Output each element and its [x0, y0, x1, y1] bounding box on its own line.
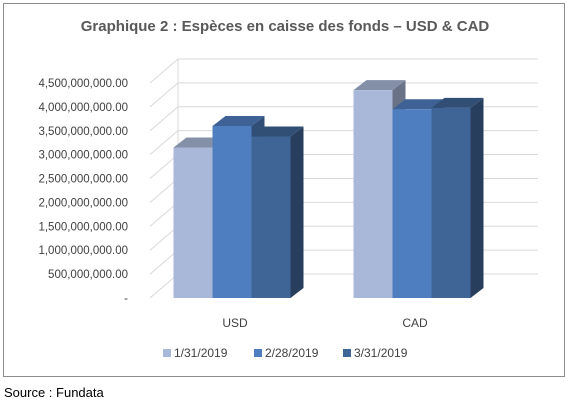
gridline-depth [149, 106, 179, 132]
y-tick-label: 4,500,000,000.00 [38, 78, 128, 90]
y-tick-label: 3,500,000,000.00 [38, 126, 128, 138]
x-tick-label: USD [222, 316, 248, 330]
y-tick-label: 1,500,000,000.00 [38, 221, 128, 233]
legend-label: 1/31/2019 [174, 346, 228, 360]
y-tick-label: 2,000,000,000.00 [38, 197, 128, 209]
gridline-depth [149, 130, 179, 156]
gridline-depth [149, 82, 179, 108]
bar [173, 147, 213, 298]
bar [392, 109, 432, 299]
x-tick-label: CAD [402, 316, 428, 330]
legend-swatch [343, 349, 351, 357]
bar-top [431, 97, 484, 108]
source-note: Source : Fundata [4, 385, 104, 400]
bar-side [290, 126, 304, 298]
gridline-depth [149, 178, 179, 203]
legend-swatch [163, 349, 171, 357]
bar-top [353, 80, 406, 91]
y-tick-label: 500,000,000.00 [48, 269, 128, 281]
y-tick-label: 3,000,000,000.00 [38, 150, 128, 162]
bar-top [392, 99, 445, 110]
gridline-depth [149, 225, 179, 251]
gridline-depth [149, 58, 179, 84]
y-tick-label: 1,000,000,000.00 [38, 245, 128, 257]
gridline-depth [149, 154, 179, 179]
legend-label: 3/31/2019 [354, 346, 408, 360]
gridline-depth [149, 201, 179, 227]
y-tick-label: 2,500,000,000.00 [38, 174, 128, 186]
bar [251, 136, 291, 298]
legend-swatch [254, 349, 262, 357]
bar-side [470, 97, 484, 298]
bar [431, 107, 471, 298]
legend-label: 2/28/2019 [265, 346, 319, 360]
gridline-depth [149, 249, 179, 275]
y-tick-label: 4,000,000,000.00 [38, 102, 128, 114]
gridline-depth [149, 273, 179, 299]
bar [353, 90, 393, 299]
bar-top [212, 116, 265, 126]
bar-top [251, 126, 304, 137]
bar [212, 126, 252, 298]
y-tick-label: - [124, 293, 128, 305]
chart-title: Graphique 2 : Espèces en caisse des fond… [81, 18, 490, 35]
